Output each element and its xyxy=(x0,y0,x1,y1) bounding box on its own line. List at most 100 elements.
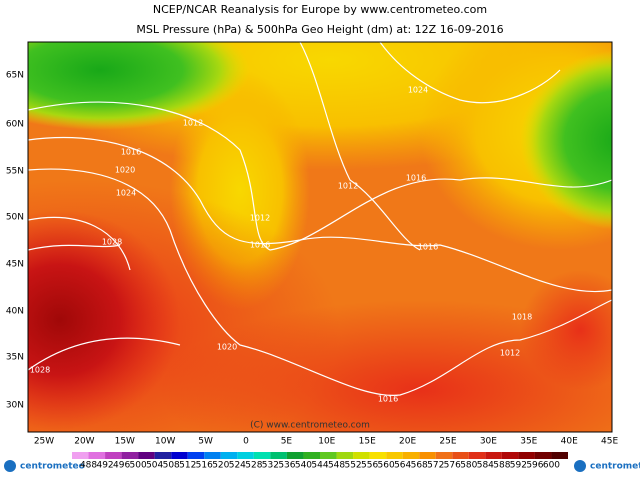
color-swatch xyxy=(72,452,89,459)
scale-label: 532 xyxy=(262,461,279,471)
logo-icon xyxy=(4,460,16,472)
color-swatch xyxy=(171,452,188,459)
brand-left: centrometeo xyxy=(20,462,85,472)
isobar-label: 1016 xyxy=(406,174,426,183)
color-swatch xyxy=(303,452,320,459)
scale-label: 600 xyxy=(543,461,560,471)
color-swatch xyxy=(485,452,502,459)
color-swatch xyxy=(452,452,469,459)
isobar-label: 1020 xyxy=(115,166,135,175)
color-swatch xyxy=(551,452,568,459)
latitude-label: 30N xyxy=(6,401,24,411)
scale-label: 536 xyxy=(278,461,295,471)
latitude-label: 50N xyxy=(6,213,24,223)
scale-label: 596 xyxy=(526,461,543,471)
color-swatch xyxy=(518,452,535,459)
scale-label: 540 xyxy=(295,461,312,471)
scale-label: 504 xyxy=(146,461,163,471)
longitude-label: 30E xyxy=(480,437,497,447)
isobar-label: 1024 xyxy=(408,86,428,95)
longitude-label: 20W xyxy=(74,437,94,447)
latitude-label: 65N xyxy=(6,71,24,81)
isobar-label: 1018 xyxy=(512,313,532,322)
color-swatch xyxy=(353,452,370,459)
scale-label: 492 xyxy=(96,461,113,471)
color-swatch xyxy=(88,452,106,459)
color-swatch xyxy=(237,452,254,459)
scale-label: 508 xyxy=(163,461,180,471)
color-swatch xyxy=(220,452,238,459)
color-swatch xyxy=(187,452,205,459)
longitude-label: 35E xyxy=(520,437,537,447)
isobar-label: 1012 xyxy=(500,349,520,358)
color-swatch xyxy=(435,452,453,459)
longitude-label: 10E xyxy=(318,437,335,447)
scale-label: 560 xyxy=(378,461,395,471)
latitude-label: 55N xyxy=(6,167,24,177)
scale-label: 580 xyxy=(460,461,477,471)
brand-right: centrometeo xyxy=(590,462,640,472)
longitude-label: 25W xyxy=(34,437,54,447)
longitude-label: 5E xyxy=(281,437,293,447)
longitude-label: 15E xyxy=(359,437,376,447)
color-swatch xyxy=(402,452,420,459)
color-swatch xyxy=(105,452,122,459)
longitude-label: 20E xyxy=(399,437,416,447)
color-swatch xyxy=(501,452,519,459)
isobar-label: 1024 xyxy=(116,189,136,198)
subtitle: MSL Pressure (hPa) & 500hPa Geo Height (… xyxy=(136,23,503,36)
color-swatch xyxy=(468,452,486,459)
color-swatch xyxy=(204,452,221,459)
isobar-label: 1016 xyxy=(378,395,398,404)
longitude-label: 15W xyxy=(115,437,135,447)
scale-label: 488 xyxy=(80,461,97,471)
scale-label: 572 xyxy=(427,461,444,471)
scale-label: 592 xyxy=(510,461,527,471)
map-frame xyxy=(27,41,613,433)
logo-icon xyxy=(574,460,586,472)
scale-label: 552 xyxy=(344,461,361,471)
longitude-label: 45E xyxy=(601,437,618,447)
latitude-label: 60N xyxy=(6,120,24,130)
color-swatch xyxy=(154,452,172,459)
longitude-label: 10W xyxy=(155,437,175,447)
isobar-label: 1012 xyxy=(250,214,270,223)
color-swatch xyxy=(286,452,304,459)
scale-label: 544 xyxy=(311,461,328,471)
scale-label: 588 xyxy=(493,461,510,471)
color-swatch xyxy=(419,452,436,459)
color-swatch xyxy=(253,452,271,459)
scale-label: 556 xyxy=(361,461,378,471)
isobar-label: 1028 xyxy=(30,366,50,375)
credit: (C) www.centrometeo.com xyxy=(250,421,370,431)
isobar-label: 1028 xyxy=(102,238,122,247)
longitude-label: 5W xyxy=(198,437,213,447)
latitude-label: 45N xyxy=(6,260,24,270)
isobar-label: 1016 xyxy=(418,243,438,252)
latitude-label: 40N xyxy=(6,307,24,317)
latitude-label: 35N xyxy=(6,353,24,363)
scale-label: 496 xyxy=(113,461,130,471)
color-swatch xyxy=(386,452,403,459)
longitude-label: 0 xyxy=(243,437,249,447)
isobar-label: 1012 xyxy=(183,119,203,128)
color-swatch xyxy=(534,452,552,459)
scale-label: 520 xyxy=(212,461,229,471)
color-swatch xyxy=(121,452,139,459)
color-swatch xyxy=(369,452,387,459)
scale-label: 524 xyxy=(229,461,246,471)
color-swatch xyxy=(336,452,354,459)
isobar-label: 1020 xyxy=(217,343,237,352)
isobar-label: 1016 xyxy=(121,148,141,157)
scale-label: 512 xyxy=(179,461,196,471)
color-swatch xyxy=(138,452,155,459)
scale-label: 568 xyxy=(411,461,428,471)
scale-label: 584 xyxy=(477,461,494,471)
longitude-label: 25E xyxy=(439,437,456,447)
color-swatch xyxy=(270,452,287,459)
isobar-label: 1016 xyxy=(250,241,270,250)
scale-label: 500 xyxy=(130,461,147,471)
color-swatch xyxy=(320,452,337,459)
